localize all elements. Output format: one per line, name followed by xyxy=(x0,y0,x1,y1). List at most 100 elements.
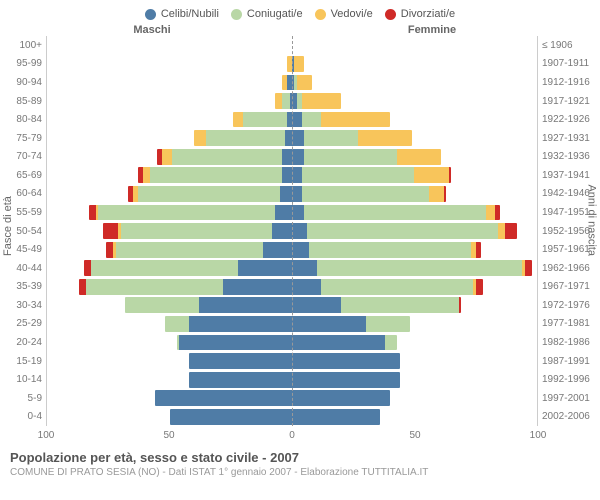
bar-segment xyxy=(292,316,366,332)
legend-item: Coniugati/e xyxy=(231,8,303,20)
bar-segment xyxy=(476,279,483,295)
bar-segment xyxy=(486,205,496,221)
bar-segment xyxy=(292,186,302,202)
bar-segment xyxy=(103,223,118,239)
female-bar xyxy=(292,372,537,388)
x-tick: 0 xyxy=(289,430,295,441)
bar-segment xyxy=(321,279,473,295)
x-ticks: 10050050100 xyxy=(46,430,538,444)
legend-swatch xyxy=(145,9,156,20)
male-bar xyxy=(47,390,292,406)
legend-item: Celibi/Nubili xyxy=(145,8,219,20)
bar-segment xyxy=(243,112,287,128)
birth-year-label: 1982-1986 xyxy=(538,333,596,352)
x-tick: 50 xyxy=(409,430,420,441)
header-female: Femmine xyxy=(292,24,542,36)
bar-segment xyxy=(414,167,448,183)
birth-year-label: 1932-1936 xyxy=(538,147,596,166)
bar-segment xyxy=(304,130,358,146)
female-bar xyxy=(292,186,537,202)
bar-segment xyxy=(199,297,292,313)
birth-year-label: ≤ 1906 xyxy=(538,36,596,55)
bar-segment xyxy=(292,223,307,239)
birth-year-label: 1987-1991 xyxy=(538,352,596,371)
female-bar xyxy=(292,56,537,72)
bar-segment xyxy=(233,112,243,128)
bar-segment xyxy=(292,167,302,183)
birth-year-label: 1992-1996 xyxy=(538,370,596,389)
chart-title: Popolazione per età, sesso e stato civil… xyxy=(10,450,590,465)
bar-segment xyxy=(280,186,292,202)
female-bar xyxy=(292,93,537,109)
legend-swatch xyxy=(385,9,396,20)
bar-segment xyxy=(307,223,498,239)
male-bar xyxy=(47,223,292,239)
bar-segment xyxy=(304,149,397,165)
age-label: 70-74 xyxy=(4,147,46,166)
bar-segment xyxy=(125,297,199,313)
age-label: 80-84 xyxy=(4,110,46,129)
male-bar xyxy=(47,112,292,128)
male-bar xyxy=(47,37,292,53)
bar-segment xyxy=(292,260,317,276)
bar-segment xyxy=(294,56,304,72)
bar-segment xyxy=(272,223,292,239)
bar-segment xyxy=(116,242,263,258)
bar-segment xyxy=(282,149,292,165)
y-axis-right-label: Anni di nascita xyxy=(586,184,598,256)
bar-segment xyxy=(292,112,302,128)
female-bar xyxy=(292,297,537,313)
bar-segment xyxy=(179,335,292,351)
age-label: 95-99 xyxy=(4,55,46,74)
birth-year-label: 1922-1926 xyxy=(538,110,596,129)
bar-segment xyxy=(292,409,380,425)
bar-segment xyxy=(206,130,284,146)
male-bar xyxy=(47,56,292,72)
age-label: 15-19 xyxy=(4,352,46,371)
bar-segment xyxy=(189,353,292,369)
female-bar xyxy=(292,316,537,332)
age-label: 5-9 xyxy=(4,389,46,408)
bar-segment xyxy=(150,167,282,183)
gender-headers: Maschi Femmine xyxy=(0,24,600,36)
bar-segment xyxy=(79,279,86,295)
bar-segment xyxy=(172,149,282,165)
bar-segment xyxy=(317,260,523,276)
bar-segment xyxy=(292,353,400,369)
female-bar xyxy=(292,335,537,351)
bar-segment xyxy=(275,205,292,221)
age-label: 0-4 xyxy=(4,408,46,427)
y-axis-left-label: Fasce di età xyxy=(2,196,14,256)
header-male: Maschi xyxy=(42,24,292,36)
bar-segment xyxy=(165,316,190,332)
bar-segment xyxy=(84,260,91,276)
bar-segment xyxy=(498,223,505,239)
female-bar xyxy=(292,112,537,128)
male-bar xyxy=(47,260,292,276)
female-bar xyxy=(292,149,537,165)
bar-segment xyxy=(292,205,304,221)
bar-segment xyxy=(292,149,304,165)
male-bar xyxy=(47,353,292,369)
x-tick: 100 xyxy=(530,430,547,441)
birth-year-label: 1937-1941 xyxy=(538,166,596,185)
age-label: 100+ xyxy=(4,36,46,55)
x-tick: 100 xyxy=(38,430,55,441)
male-bar xyxy=(47,409,292,425)
bar-segment xyxy=(162,149,172,165)
bar-segment xyxy=(292,279,321,295)
male-bar xyxy=(47,297,292,313)
age-label: 85-89 xyxy=(4,92,46,111)
birth-year-label: 1917-1921 xyxy=(538,92,596,111)
female-bar xyxy=(292,279,537,295)
bar-segment xyxy=(155,390,292,406)
bar-segment xyxy=(321,112,390,128)
birth-year-label: 1997-2001 xyxy=(538,389,596,408)
bar-segment xyxy=(121,223,273,239)
plot-area xyxy=(46,36,538,426)
female-bar xyxy=(292,390,537,406)
bar-segment xyxy=(282,93,289,109)
male-bar xyxy=(47,242,292,258)
bar-segment xyxy=(302,112,322,128)
x-axis: 10050050100 xyxy=(0,426,600,444)
